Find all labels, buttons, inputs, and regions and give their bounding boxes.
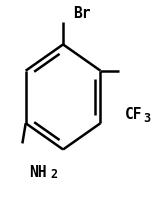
Text: 2: 2 [51,168,58,181]
Text: Br: Br [73,6,90,21]
Text: NH: NH [29,165,46,180]
Text: 3: 3 [144,112,151,125]
Text: CF: CF [125,107,143,122]
